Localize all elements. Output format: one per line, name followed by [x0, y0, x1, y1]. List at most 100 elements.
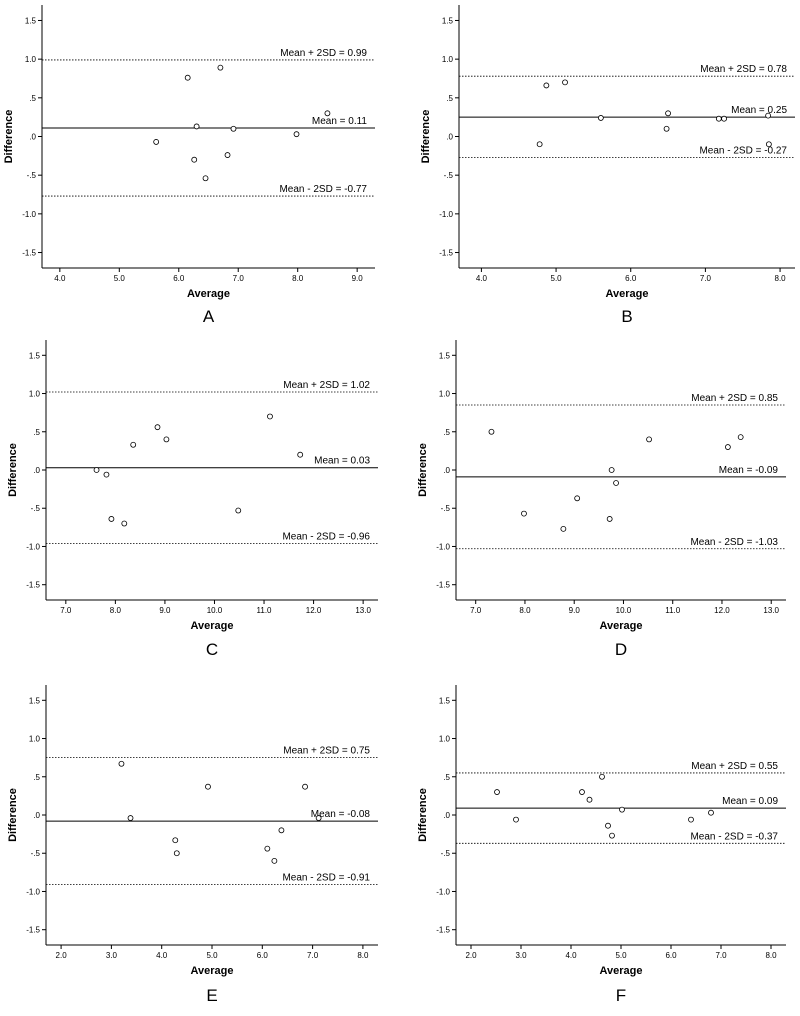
data-point — [494, 789, 500, 795]
x-tick-label: 4.0 — [54, 274, 66, 283]
x-tick-label: 8.0 — [110, 606, 122, 615]
data-point — [163, 436, 170, 443]
data-point — [765, 112, 772, 119]
y-tick-label: -.5 — [441, 849, 451, 858]
y-tick-label: .0 — [33, 811, 40, 820]
y-tick-label: -1.0 — [439, 210, 453, 219]
mean-label: Mean = 0.25 — [731, 105, 787, 116]
x-tick-label: 5.0 — [206, 951, 218, 960]
x-axis-title: Average — [190, 620, 233, 632]
panel-label: B — [621, 307, 632, 326]
y-tick-label: .5 — [29, 94, 36, 103]
data-point — [586, 796, 593, 803]
y-tick-label: .0 — [443, 811, 450, 820]
data-point — [230, 125, 237, 132]
y-axis-title: Difference — [417, 788, 429, 842]
x-tick-label: 2.0 — [56, 951, 68, 960]
data-point — [536, 141, 543, 148]
data-point — [646, 436, 652, 443]
data-point — [613, 480, 619, 486]
limit-label: Mean + 2SD = 0.75 — [283, 746, 370, 757]
limit-label: Mean - 2SD = -0.96 — [282, 531, 370, 542]
data-point — [108, 516, 115, 522]
data-point — [560, 525, 567, 532]
data-point — [663, 125, 670, 132]
data-point — [724, 444, 731, 450]
y-axis-title: Difference — [420, 110, 432, 164]
panel-label: A — [203, 307, 215, 326]
data-point — [302, 783, 308, 790]
y-axis-title: Difference — [3, 110, 15, 164]
data-point — [715, 115, 722, 122]
data-point — [606, 516, 613, 522]
mean-label: Mean = 0.09 — [722, 796, 778, 807]
x-tick-label: 11.0 — [257, 606, 273, 615]
x-tick-label: 2.0 — [465, 951, 477, 960]
x-tick-label: 8.0 — [775, 274, 787, 283]
x-tick-label: 10.0 — [616, 606, 632, 615]
y-tick-label: .0 — [29, 133, 36, 142]
data-point — [574, 495, 581, 502]
y-tick-label: -.5 — [31, 504, 41, 513]
y-tick-label: .5 — [33, 428, 40, 437]
x-tick-label: 6.0 — [173, 274, 185, 283]
limit-label: Mean - 2SD = -0.37 — [690, 831, 778, 842]
y-tick-label: 1.0 — [442, 55, 454, 64]
data-point — [708, 809, 714, 816]
y-tick-label: -1.5 — [436, 926, 450, 935]
data-point — [235, 507, 242, 514]
x-tick-label: 9.0 — [569, 606, 581, 615]
x-tick-label: 8.0 — [292, 274, 304, 283]
panel-b: 1.5 1.0 .5 .0 -.5 -1.0 -1.5 4.0 5.0 6.0 7.0 8.0 Mean… — [420, 5, 795, 326]
x-tick-label: 4.0 — [476, 274, 488, 283]
data-point — [173, 850, 180, 857]
data-point — [609, 832, 615, 839]
x-tick-label: 5.0 — [114, 274, 126, 283]
y-tick-label: 1.5 — [29, 351, 41, 360]
data-point — [264, 845, 271, 852]
panel-c: 1.5 1.0 .5 .0 -.5 -1.0 -1.5 7.0 8.0 9.0 10.0 11.0 12… — [7, 340, 378, 659]
y-tick-label: -1.0 — [436, 542, 450, 551]
x-tick-label: 12.0 — [306, 606, 322, 615]
x-tick-label: 7.0 — [307, 951, 319, 960]
x-tick-label: 9.0 — [352, 274, 364, 283]
y-tick-label: -.5 — [444, 171, 454, 180]
y-tick-label: 1.0 — [29, 390, 41, 399]
panel-label: E — [206, 986, 217, 1005]
data-point — [224, 152, 231, 158]
data-point — [121, 520, 128, 527]
data-point — [184, 74, 191, 81]
x-tick-label: 3.0 — [106, 951, 118, 960]
data-point — [521, 510, 527, 517]
data-point — [737, 434, 744, 441]
limit-label: Mean + 2SD = 0.99 — [280, 48, 367, 59]
x-axis-title: Average — [599, 620, 642, 632]
x-tick-label: 13.0 — [763, 606, 779, 615]
x-tick-label: 6.0 — [665, 951, 677, 960]
data-point — [267, 413, 273, 420]
data-point — [688, 816, 694, 823]
data-point — [324, 110, 331, 117]
x-tick-label: 7.0 — [233, 274, 245, 283]
limit-label: Mean + 2SD = 1.02 — [283, 380, 370, 391]
x-tick-label: 12.0 — [714, 606, 730, 615]
y-tick-label: 1.0 — [25, 55, 37, 64]
data-point — [271, 857, 278, 864]
panel-label: D — [615, 640, 627, 659]
data-point — [562, 79, 568, 86]
x-tick-label: 8.0 — [519, 606, 531, 615]
x-tick-label: 5.0 — [615, 951, 627, 960]
y-tick-label: -1.0 — [26, 887, 40, 896]
limit-label: Mean + 2SD = 0.85 — [691, 393, 778, 404]
x-tick-label: 7.0 — [470, 606, 482, 615]
data-point — [202, 175, 209, 182]
mean-label: Mean = -0.09 — [719, 465, 779, 476]
panel-a: 1.5 1.0 .5 .0 -.5 -1.0 -1.5 4.0 5.0 6.0 7.0 8.0 9.0 M… — [3, 5, 375, 326]
x-tick-label: 3.0 — [515, 951, 527, 960]
limit-label: Mean - 2SD = -0.27 — [699, 145, 787, 156]
data-point — [765, 141, 772, 148]
y-tick-label: -1.5 — [22, 249, 36, 258]
data-point — [297, 451, 304, 458]
x-axis-title: Average — [187, 288, 230, 300]
x-tick-label: 6.0 — [257, 951, 269, 960]
